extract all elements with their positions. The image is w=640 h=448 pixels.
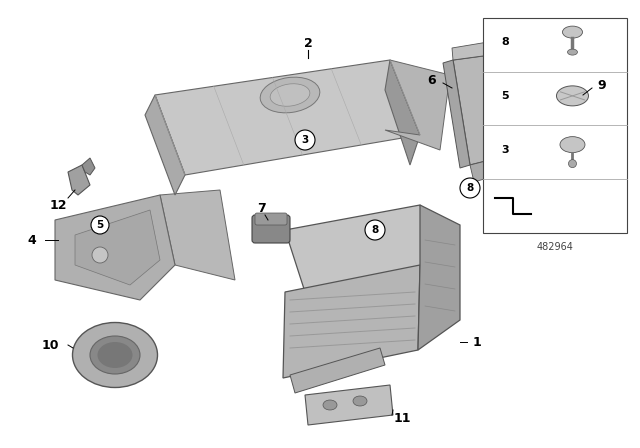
FancyBboxPatch shape [255, 213, 287, 225]
Polygon shape [160, 190, 235, 280]
Polygon shape [470, 155, 515, 182]
Text: 12: 12 [49, 198, 67, 211]
Bar [483, 18, 627, 233]
Text: 5: 5 [501, 91, 509, 101]
Text: 3: 3 [501, 145, 509, 155]
Text: 11: 11 [393, 412, 411, 425]
Text: 8: 8 [467, 183, 474, 193]
Text: 2: 2 [303, 36, 312, 49]
Polygon shape [145, 95, 185, 195]
Circle shape [365, 220, 385, 240]
Text: 5: 5 [97, 220, 104, 230]
Text: 482964: 482964 [537, 242, 573, 252]
Ellipse shape [270, 84, 310, 106]
Text: 4: 4 [28, 233, 36, 246]
Polygon shape [452, 42, 490, 60]
Polygon shape [285, 205, 440, 292]
Circle shape [295, 130, 315, 150]
Polygon shape [55, 195, 175, 300]
Polygon shape [155, 60, 420, 175]
Text: 6: 6 [428, 73, 436, 86]
Text: 8: 8 [501, 37, 509, 47]
Ellipse shape [563, 26, 582, 38]
Ellipse shape [97, 342, 132, 368]
Circle shape [460, 178, 480, 198]
Polygon shape [385, 60, 450, 150]
Ellipse shape [568, 49, 577, 55]
Text: 9: 9 [598, 78, 606, 91]
Text: 8: 8 [371, 225, 379, 235]
Polygon shape [418, 205, 460, 350]
FancyBboxPatch shape [252, 215, 290, 243]
Ellipse shape [560, 137, 585, 153]
Polygon shape [82, 158, 95, 175]
Ellipse shape [353, 396, 367, 406]
Circle shape [92, 247, 108, 263]
Ellipse shape [323, 400, 337, 410]
Circle shape [568, 159, 577, 168]
Ellipse shape [260, 77, 320, 113]
Polygon shape [305, 385, 393, 425]
Polygon shape [505, 45, 530, 170]
Circle shape [91, 216, 109, 234]
Polygon shape [385, 60, 420, 165]
Text: 10: 10 [41, 339, 59, 352]
Polygon shape [68, 165, 90, 195]
Polygon shape [453, 55, 510, 165]
Ellipse shape [72, 323, 157, 388]
Text: 3: 3 [301, 135, 308, 145]
Polygon shape [443, 60, 470, 168]
Polygon shape [283, 265, 420, 378]
Polygon shape [290, 348, 385, 393]
Ellipse shape [90, 336, 140, 374]
Text: 7: 7 [258, 202, 266, 215]
Ellipse shape [557, 86, 589, 106]
Polygon shape [75, 210, 160, 285]
Polygon shape [515, 45, 590, 168]
Text: 1: 1 [472, 336, 481, 349]
